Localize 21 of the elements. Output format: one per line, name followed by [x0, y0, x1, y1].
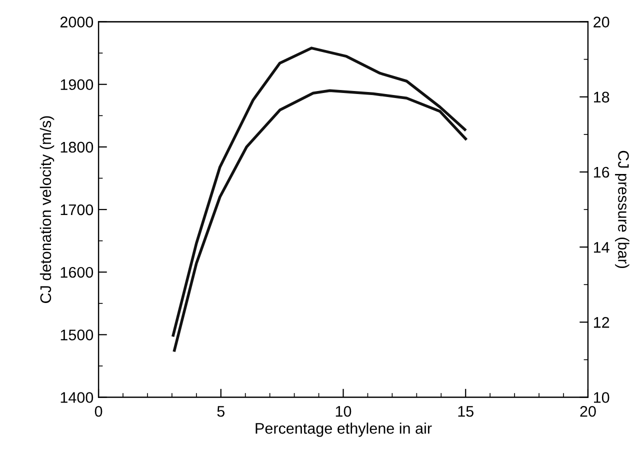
y-tick-label: 1600: [60, 266, 94, 278]
y2-tick-label: 20: [594, 16, 610, 28]
y2-tick-label: 18: [594, 92, 610, 103]
y2-tick-label: 12: [594, 317, 610, 328]
x-tick-label: 0: [94, 406, 102, 417]
y-tick-label: 1500: [60, 330, 94, 340]
x-tick-label: 5: [217, 406, 224, 417]
y-tick-label: 1700: [60, 204, 94, 216]
y2-axis-title: CJ pressure (bar): [615, 150, 630, 268]
y-axis-title: CJ detonation velocity (m/s): [40, 116, 54, 303]
y-tick-label: 1800: [60, 142, 94, 153]
y2-tick-label: 14: [594, 242, 610, 253]
x-tick-label: 20: [580, 406, 596, 417]
y-tick-label: 1900: [60, 79, 94, 90]
y2-tick-label: 16: [594, 166, 610, 178]
x-axis-title: Percentage ethylene in air: [256, 422, 432, 437]
x-tick-label: 15: [458, 406, 474, 417]
y-tick-label: 2000: [60, 16, 94, 28]
x-tick-label: 10: [336, 406, 352, 417]
y2-tick-label: 10: [594, 392, 610, 403]
y-tick-label: 1400: [60, 392, 94, 403]
